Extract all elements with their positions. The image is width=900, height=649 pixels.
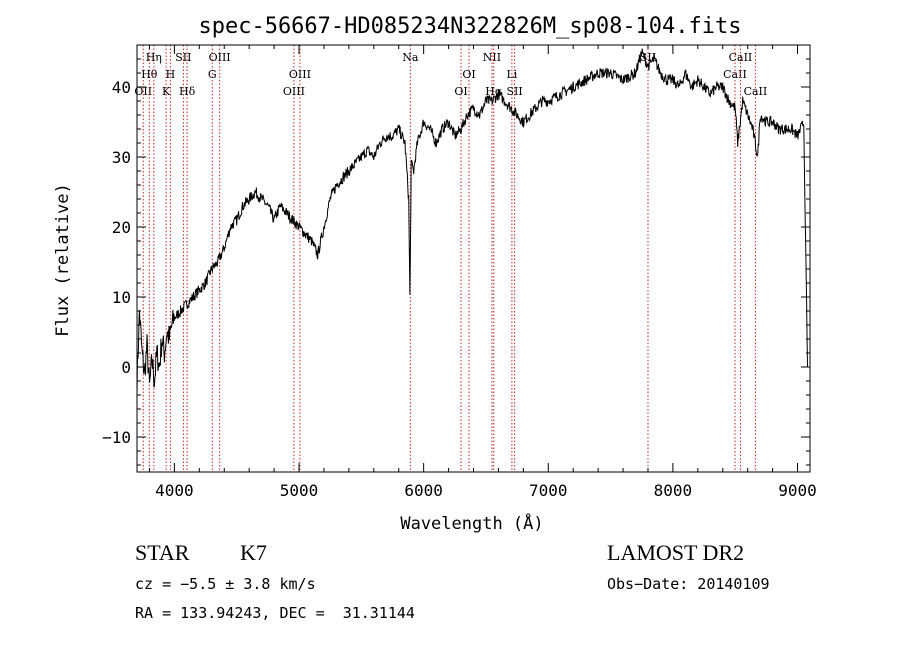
spectral-line-label: SII <box>507 85 523 98</box>
spectral-line-label: Hη <box>146 51 162 64</box>
y-axis-label: Flux (relative) <box>53 183 73 337</box>
y-tick-label: 0 <box>121 358 131 377</box>
chart-title: spec-56667-HD085234N322826M_sp08-104.fit… <box>198 14 741 39</box>
object-class: STAR <box>135 540 190 565</box>
spectral-line-label: OIII <box>209 51 231 64</box>
spectral-line-label: OIII <box>289 68 311 81</box>
y-tick-label: 30 <box>112 148 131 167</box>
x-tick-label: 8000 <box>654 481 693 500</box>
y-tick-label: 40 <box>112 78 131 97</box>
coordinates: RA = 133.94243, DEC = 31.31144 <box>135 604 415 622</box>
spectral-line-label: OI <box>454 85 467 98</box>
object-subclass: K7 <box>240 540 267 565</box>
spectral-line-label: OII <box>134 85 152 98</box>
x-tick-label: 4000 <box>155 481 194 500</box>
x-axis-label: Wavelength (Å) <box>400 512 543 534</box>
y-tick-label: 20 <box>112 218 131 237</box>
spectral-line-label: CaII <box>744 85 768 98</box>
y-tick-label: 10 <box>112 288 131 307</box>
spectral-line-label: SII <box>175 51 191 64</box>
spectrum-line <box>136 48 808 396</box>
spectral-line-label: Hθ <box>141 68 158 81</box>
spectral-line-label: Na <box>402 51 419 64</box>
x-tick-label: 7000 <box>529 481 568 500</box>
x-tick-label: 5000 <box>280 481 319 500</box>
spectral-line-label: K <box>162 85 171 98</box>
survey-name: LAMOST DR2 <box>607 540 745 565</box>
spectral-line-label: CaII <box>729 51 753 64</box>
spectral-line-label: OI <box>462 68 475 81</box>
spectrum-chart: spec-56667-HD085234N322826M_sp08-104.fit… <box>53 14 817 534</box>
redshift-readout: cz = −5.5 ± 3.8 km/s <box>135 575 316 593</box>
spectral-line-label: Hδ <box>179 85 196 98</box>
x-tick-label: 9000 <box>778 481 817 500</box>
y-tick-label: −10 <box>102 428 131 447</box>
spectral-line-label: CaII <box>723 68 747 81</box>
spectral-line-label: NII <box>483 51 501 64</box>
spectral-line-label: H <box>166 68 176 81</box>
spectral-line-label: Li <box>506 68 517 81</box>
x-tick-label: 6000 <box>404 481 443 500</box>
spectral-line-label: OIII <box>283 85 305 98</box>
obs-date: Obs−Date: 20140109 <box>607 575 770 593</box>
spectral-line-label: G <box>208 68 217 81</box>
